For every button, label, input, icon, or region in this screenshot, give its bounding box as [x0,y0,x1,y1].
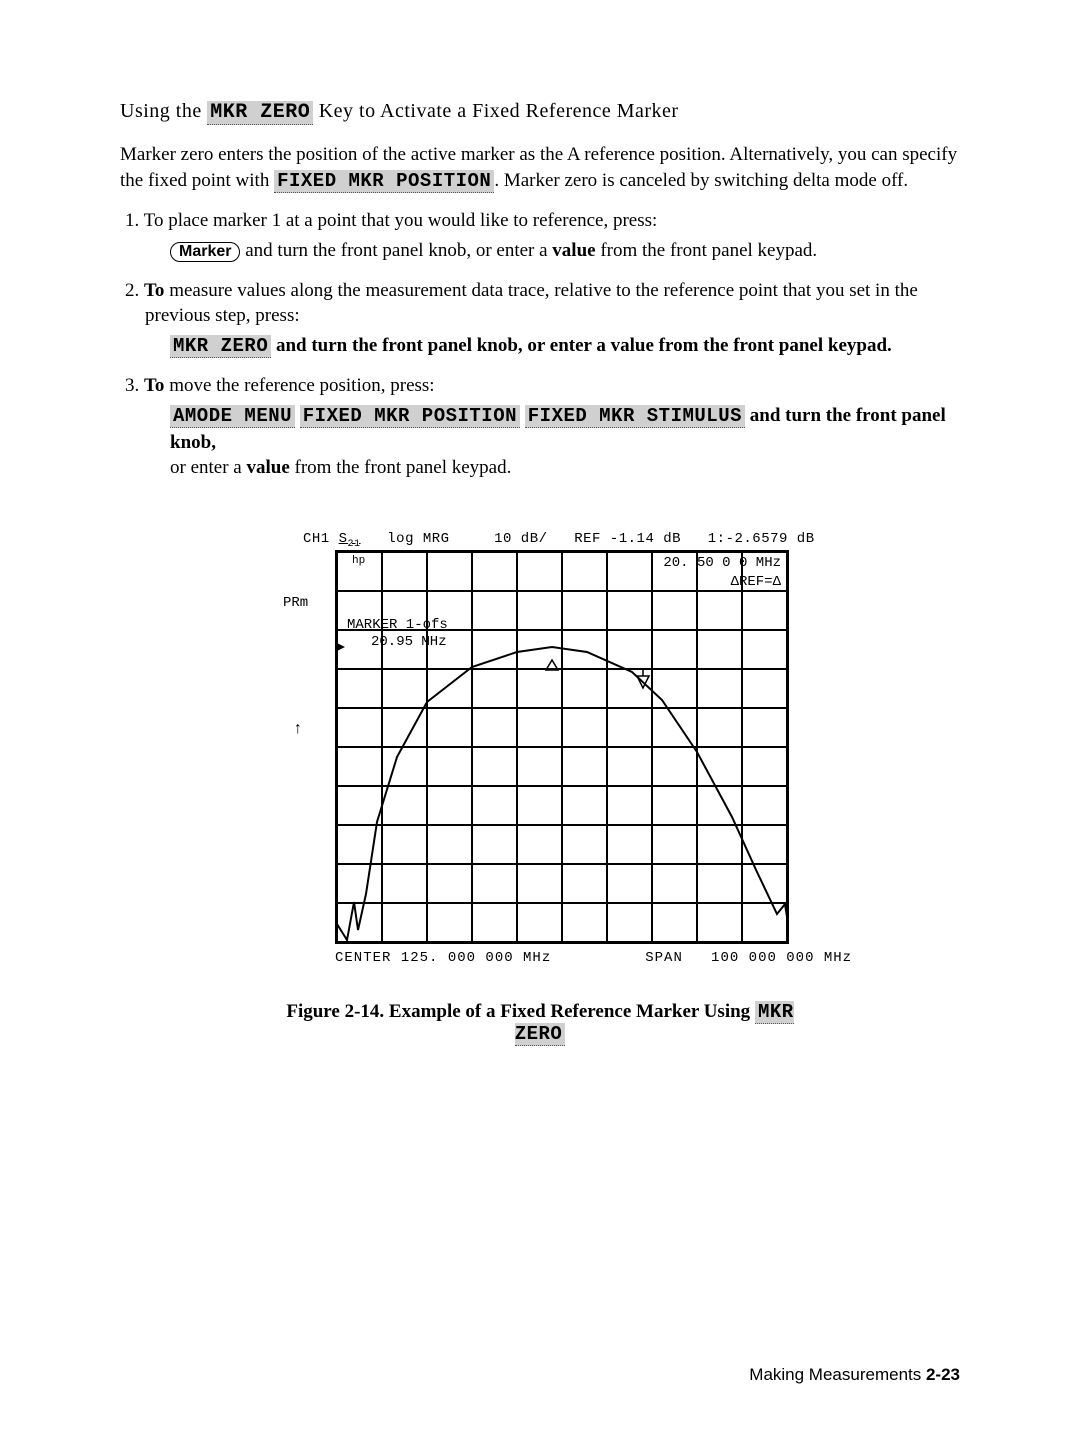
figure-caption: Figure 2-14. Example of a Fixed Referenc… [275,1001,805,1045]
page-content: Using the MKR ZERO Key to Activate a Fix… [0,0,1080,1435]
value-word: value [552,240,595,261]
fixed-mkr-position-key: FIXED MKR POSITION [274,170,494,193]
intro-text-2: . Marker zero is canceled by switching d… [494,170,908,191]
figure-2-14: CH1 S21 log MRG 10 dB/ REF -1.14 dB 1:-2… [275,531,805,1045]
step-2-sub-post: and turn the front panel knob, or enter … [271,335,892,356]
ch-label: CH1 [303,531,330,547]
steps-list: To place marker 1 at a point that you wo… [120,208,960,481]
fixed-mkr-stimulus-key: FIXED MKR STIMULUS [525,405,745,428]
s21-label: S21 [339,531,361,547]
page-footer: Making Measurements 2-23 [120,1365,960,1385]
step-3-text: move the reference position, press: [164,375,434,396]
chart-container: CH1 S21 log MRG 10 dB/ REF -1.14 dB 1:-2… [275,531,805,966]
step-3: To move the reference position, press: A… [120,373,960,481]
mkr-zero-key: MKR ZERO [207,101,313,125]
step-1-sub-a: and turn the front panel knob, or enter … [240,240,552,261]
amode-menu-key: AMODE MENU [170,405,295,428]
step-2-pre: To [144,280,164,301]
step-3-pre: To [144,375,164,396]
step-2: To measure values along the measurement … [120,278,960,360]
step-3-value: value [246,457,289,478]
intro-paragraph: Marker zero enters the position of the a… [120,142,960,194]
heading-post: Key to Activate a Fixed Reference Marker [313,100,678,122]
step-3-line2a: or enter a [170,457,246,478]
step-2-sub: MKR ZERO and turn the front panel knob, … [170,333,960,360]
ref-label: REF -1.14 dB [574,531,681,547]
span-freq: SPAN 100 000 000 MHz [645,950,852,966]
chart-header: CH1 S21 log MRG 10 dB/ REF -1.14 dB 1:-2… [303,531,805,550]
caption-pre: Figure 2-14. Example of a Fixed Referenc… [286,1001,755,1022]
chart-left-labels: PRm ↑ [275,550,335,944]
step-1: To place marker 1 at a point that you wo… [120,208,960,263]
step-1-text: To place marker 1 at a point that you wo… [144,210,658,231]
log-label: log MRG [387,531,449,547]
div-label: 10 dB/ [494,531,547,547]
up-arrow-icon: ↑ [293,720,303,738]
step-3-line2b: from the front panel keypad. [290,457,512,478]
chart-footer: CENTER 125. 000 000 MHz SPAN 100 000 000… [335,950,805,966]
step-1-sub: Marker and turn the front panel knob, or… [170,238,960,264]
step-2-text: measure values along the measurement dat… [145,280,918,327]
marker-hardkey: Marker [170,242,240,262]
center-freq: CENTER 125. 000 000 MHz [335,950,551,966]
prm-label: PRm [283,595,308,611]
step-1-sub-b: from the front panel keypad. [596,240,818,261]
mkr-readout: 1:-2.6579 dB [708,531,815,547]
fixed-mkr-position-key-2: FIXED MKR POSITION [300,405,520,428]
footer-page-number: 2-23 [926,1365,960,1384]
heading-pre: Using the [120,100,207,122]
step-3-sub: AMODE MENU FIXED MKR POSITION FIXED MKR … [170,403,960,481]
section-heading: Using the MKR ZERO Key to Activate a Fix… [120,100,960,124]
mkr-zero-key-2: MKR ZERO [170,335,271,358]
chart-grid: hp 20. 50 0 0 MHz ΔREF=Δ MARKER 1-ofs 20… [335,550,789,944]
footer-section: Making Measurements [749,1365,926,1384]
